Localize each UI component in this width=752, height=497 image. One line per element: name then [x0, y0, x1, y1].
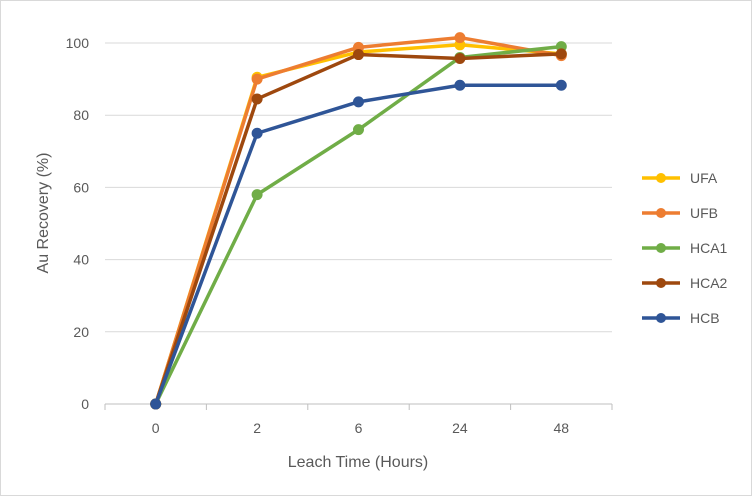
legend-item: UFA [642, 170, 718, 186]
x-axis: 0 2 6 24 48 [104, 403, 613, 436]
legend-swatch-marker [656, 278, 666, 288]
y-tick-label: 60 [73, 179, 89, 195]
series-group [150, 32, 567, 410]
data-point [251, 93, 263, 105]
data-point [454, 32, 466, 44]
y-tick-label: 20 [73, 324, 89, 340]
y-axis-ticks: 0 20 40 60 80 100 [66, 35, 90, 412]
series-ufb [150, 32, 567, 410]
x-tick-label: 0 [152, 420, 160, 436]
legend: UFA UFB HCA1 HCA2 HCB [642, 170, 728, 326]
legend-item: HCB [642, 310, 720, 326]
x-tick-label: 24 [452, 420, 468, 436]
legend-swatch-marker [656, 313, 666, 323]
x-tick-label: 48 [554, 420, 570, 436]
legend-item: UFB [642, 205, 718, 221]
x-axis-title: Leach Time (Hours) [288, 454, 429, 471]
data-point [353, 49, 364, 61]
legend-item: HCA2 [642, 275, 728, 291]
legend-swatch-marker [656, 208, 666, 218]
x-tick-label: 2 [253, 420, 261, 436]
data-point [454, 53, 466, 65]
x-tick-label: 6 [355, 420, 363, 436]
data-point [251, 127, 263, 139]
legend-swatch-marker [656, 173, 666, 183]
data-point [454, 79, 466, 91]
legend-swatch-marker [656, 243, 666, 253]
legend-label: UFB [690, 205, 718, 221]
data-point [251, 189, 263, 201]
series-hcb [150, 79, 567, 410]
data-point [150, 398, 162, 410]
data-point [555, 79, 567, 91]
legend-label: UFA [690, 170, 718, 186]
data-point [353, 96, 364, 108]
legend-label: HCB [690, 310, 720, 326]
legend-label: HCA2 [690, 275, 728, 291]
legend-label: HCA1 [690, 240, 728, 256]
y-tick-label: 100 [66, 35, 90, 51]
y-axis-title: Au Recovery (%) [35, 153, 52, 274]
data-point [353, 124, 364, 136]
y-tick-label: 0 [81, 396, 89, 412]
y-tick-label: 80 [73, 107, 89, 123]
data-point [555, 48, 567, 60]
y-tick-label: 40 [73, 252, 89, 268]
data-point [251, 73, 263, 85]
legend-item: HCA1 [642, 240, 728, 256]
